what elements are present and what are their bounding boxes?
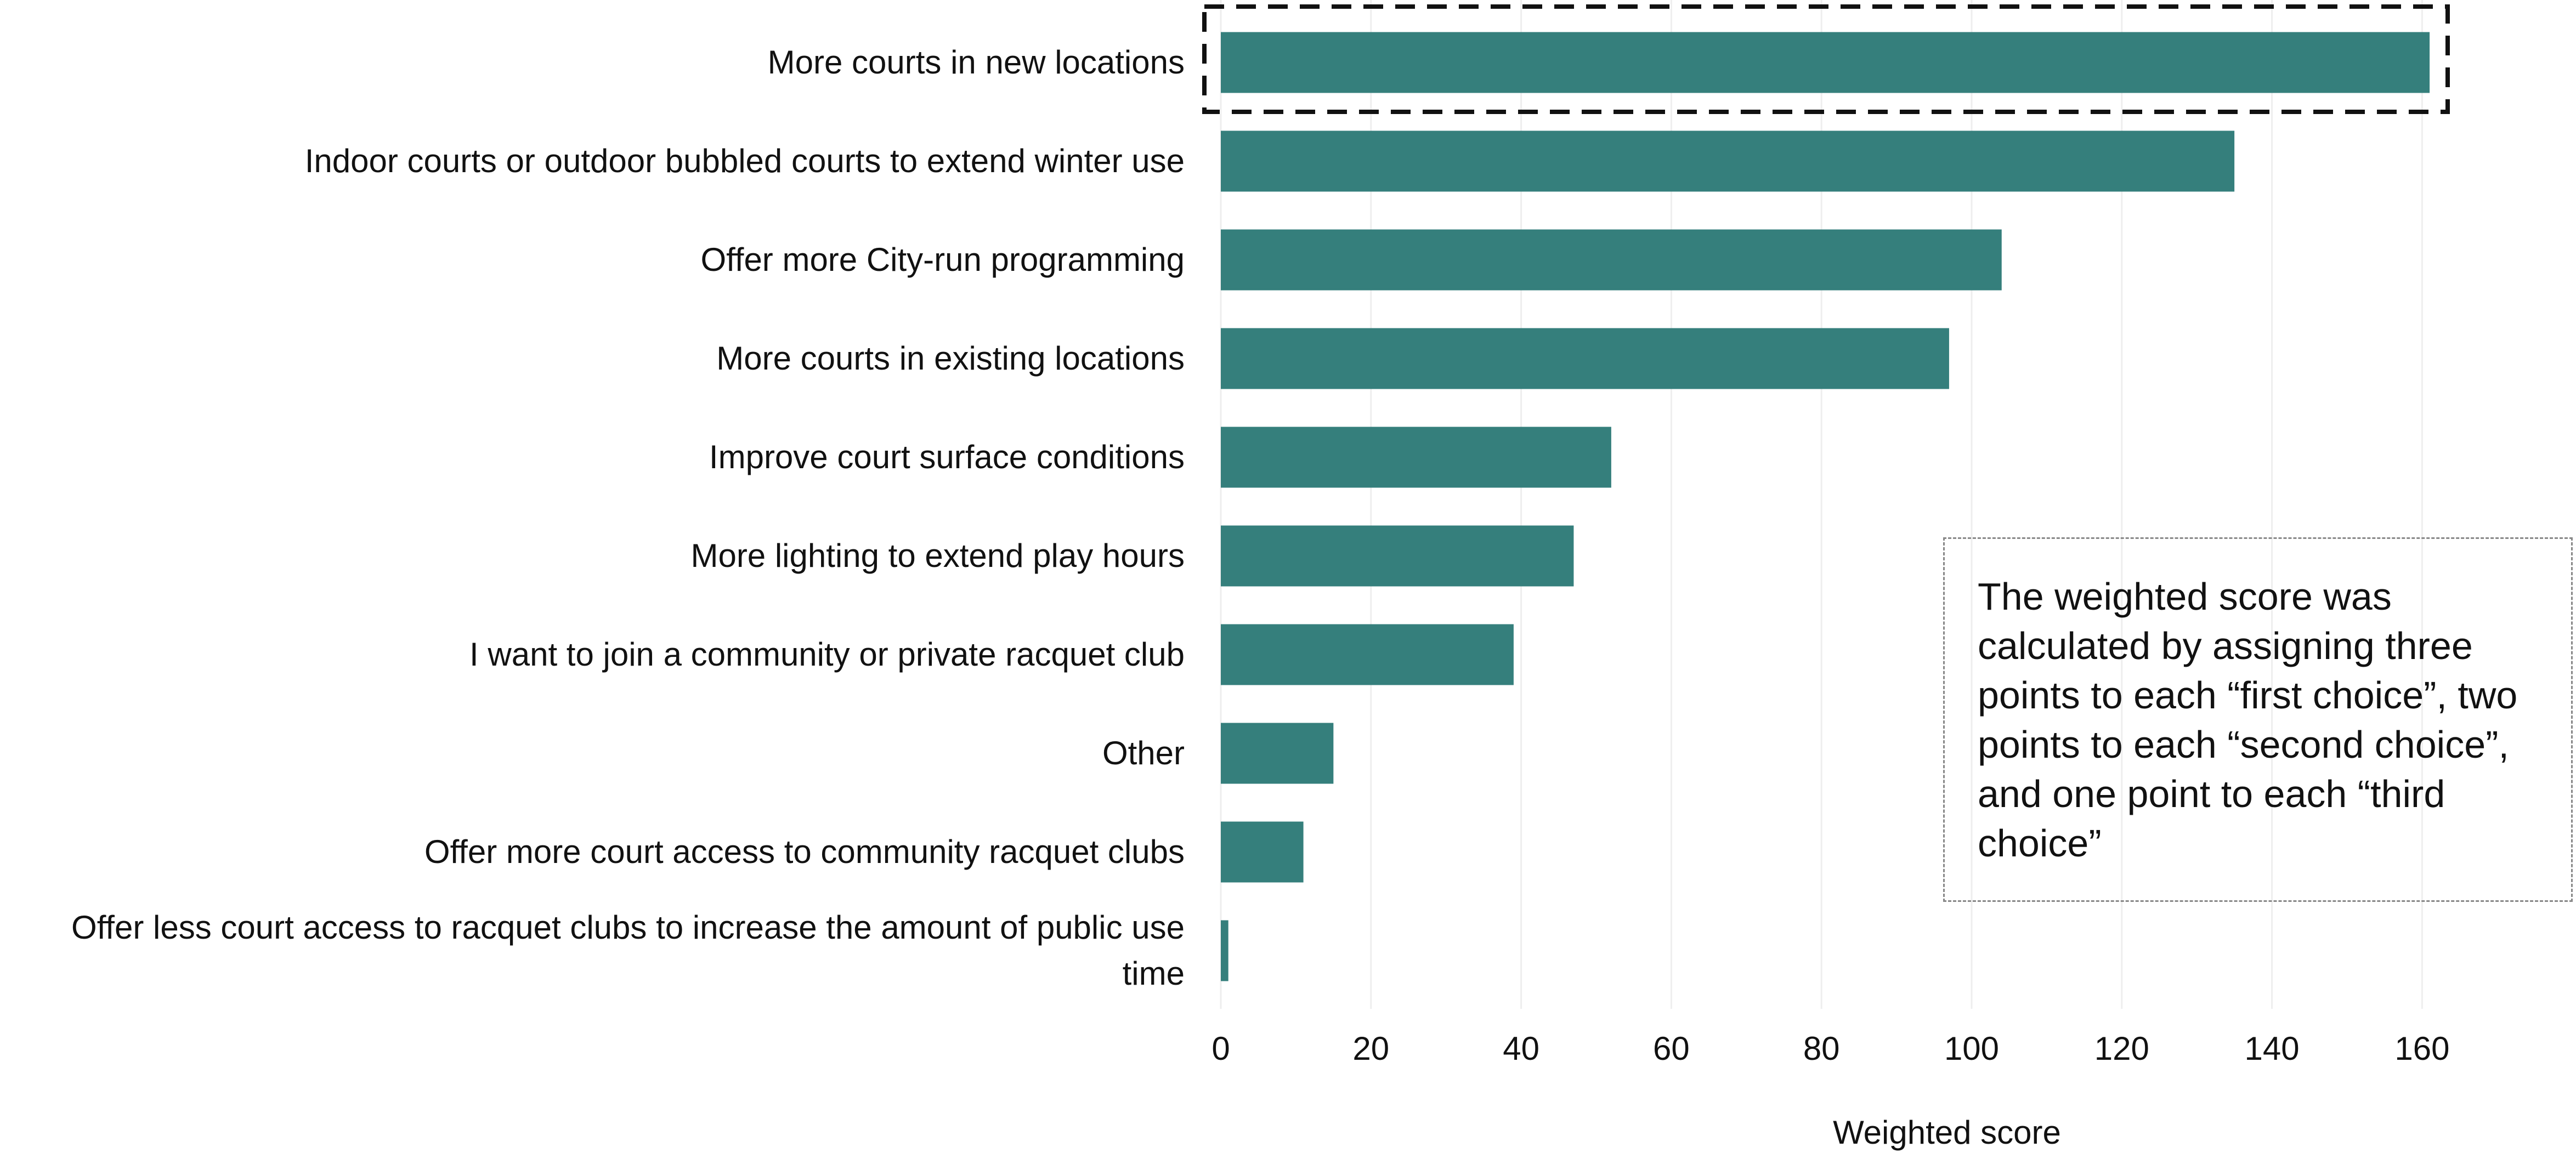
x-tick-label: 160 [2394,1030,2449,1067]
bar [1221,821,1304,883]
bar [1221,427,1611,488]
bar [1221,229,2002,291]
bar [1221,920,1228,981]
y-tick-label: More courts in new locations [767,44,1185,81]
bar [1221,723,1334,784]
y-tick-label: Offer more City-run programming [700,241,1185,278]
highlight-box [1202,4,2450,114]
annotation: The weighted score was calculated by ass… [1943,537,2573,902]
x-tick-label: 140 [2245,1030,2300,1067]
bar [1221,525,1574,587]
x-axis-title: Weighted score [1833,1114,2061,1151]
x-tick-label: 0 [1211,1030,1230,1067]
bar [1221,32,2430,93]
x-tick-label: 20 [1352,1030,1389,1067]
bar [1221,130,2235,192]
y-tick-label: Offer less court access to racquet clubs… [71,909,1185,992]
y-tick-label: Other [1102,735,1185,771]
x-tick-label: 120 [2094,1030,2149,1067]
x-tick-label: 60 [1653,1030,1690,1067]
y-tick-label: I want to join a community or private ra… [469,636,1185,673]
bar [1221,624,1514,685]
y-tick-label: More courts in existing locations [716,340,1185,377]
y-tick-label: More lighting to extend play hours [690,537,1185,574]
x-tick-label: 100 [1944,1030,1999,1067]
y-tick-label: Improve court surface conditions [709,439,1185,475]
x-tick-label: 80 [1803,1030,1840,1067]
bar [1221,328,1949,389]
y-tick-label: Offer more court access to community rac… [424,833,1185,870]
y-tick-label: Indoor courts or outdoor bubbled courts … [304,143,1185,179]
x-tick-label: 40 [1503,1030,1539,1067]
